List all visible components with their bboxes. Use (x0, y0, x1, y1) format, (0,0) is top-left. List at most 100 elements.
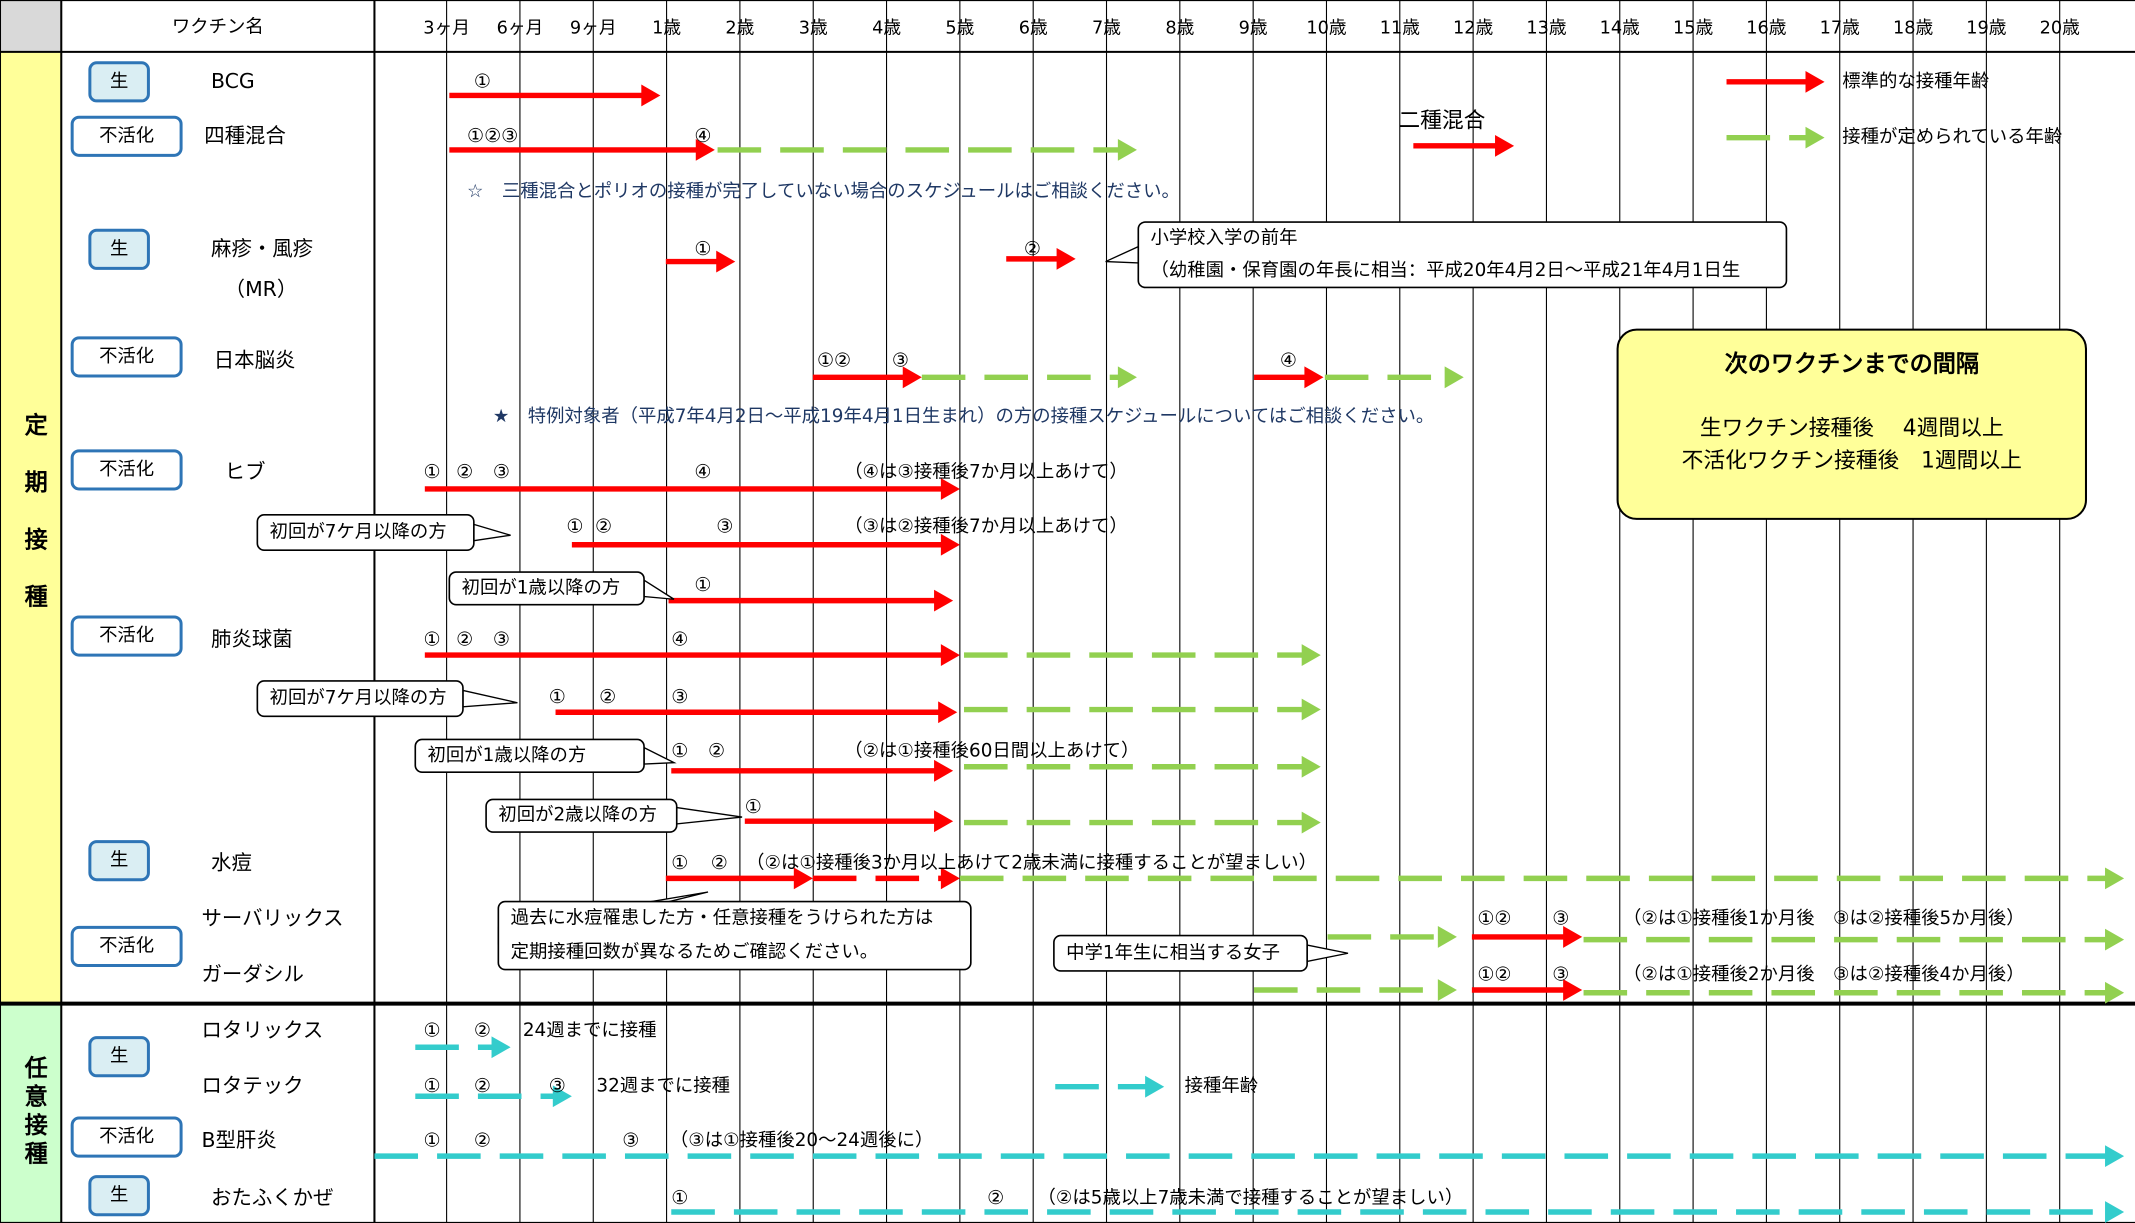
arrow-head (2105, 1145, 2125, 1168)
dose-number: ③ (1552, 908, 1569, 930)
badge-box (88, 1175, 150, 1217)
age-label: 16歳 (1746, 18, 1787, 39)
arrow-head (1117, 139, 1137, 161)
callout-text: （幼稚園・保育園の年長に相当：平成20年4月2日～平成21年4月1日生 (1151, 260, 1741, 281)
dose-number: ①② (1477, 964, 1511, 986)
badge-box (70, 1116, 183, 1158)
vaccine-name: ロタテック (202, 1074, 304, 1098)
callout-box (497, 900, 972, 971)
dose-number: ① (671, 1187, 688, 1209)
age-label: 14歳 (1600, 18, 1641, 39)
age-label: 9ヶ月 (570, 19, 617, 39)
vaccine-name: ロタリックス (202, 1018, 324, 1042)
badge: 生 (110, 238, 128, 259)
dose-number: ① (474, 70, 491, 92)
age-label: 3ヶ月 (423, 19, 470, 39)
section-label: 任意接種 (20, 1055, 49, 1170)
callout-box (485, 798, 678, 833)
vaccine-name: 肺炎球菌 (211, 627, 293, 651)
dose-number: ① (423, 629, 440, 651)
arrow-head (716, 250, 736, 273)
badge: 生 (110, 1185, 128, 1206)
note: （②は①接種後2か月後 ③は②接種後4か月後） (1623, 964, 2025, 985)
badge: 不活化 (99, 125, 154, 146)
age-label: 9歳 (1239, 18, 1268, 39)
arrow-head (793, 867, 813, 890)
arrow-head (940, 478, 960, 500)
dose-number: ① (671, 740, 688, 762)
dose-number: ① (423, 461, 440, 483)
dose-number: ④ (694, 461, 711, 483)
badge-box (70, 615, 183, 657)
interval-title: 次のワクチンまでの間隔 (1725, 351, 1979, 378)
arrow-head (1117, 366, 1137, 389)
age-label: 13歳 (1526, 18, 1567, 39)
note: （②は5歳以上7歳未満で接種することが望ましい） (1038, 1187, 1464, 1208)
dose-number: ① (566, 516, 583, 538)
arrow-head (2105, 928, 2125, 951)
badge-box (70, 336, 183, 378)
badge: 不活化 (99, 459, 154, 480)
arrow-head (1301, 644, 1321, 666)
age-label: 20歳 (2040, 18, 2081, 39)
dose-number: ① (549, 686, 566, 708)
dose-number: ① (423, 1019, 440, 1041)
dose-number: ② (987, 1187, 1004, 1209)
note: （③は②接種後7か月以上あけて） (844, 516, 1128, 537)
arrow-head (1563, 926, 1583, 948)
callout-text: 過去に水痘罹患した方・任意接種をうけられた方は (511, 908, 934, 929)
note: （②は①接種後3か月以上あけて2歳未満に接種することが望ましい） (746, 852, 1317, 873)
dose-number: ① (694, 238, 711, 260)
vaccine-name: BCG (211, 69, 255, 93)
callout-text: 初回が7ケ月以降の方 (270, 522, 447, 543)
arrow-head (1495, 134, 1515, 157)
age-label: 10歳 (1306, 18, 1347, 39)
age-label: 1歳 (652, 18, 681, 39)
dose-number: ② (1024, 238, 1041, 260)
dose-number: ① (671, 852, 688, 874)
age-label: 4歳 (872, 18, 901, 39)
legend-label: 標準的な接種年齢 (1842, 71, 1989, 92)
vaccine-name: おたふくかぜ (211, 1185, 333, 1209)
arrow-head (1805, 70, 1825, 93)
arrow-head (940, 644, 960, 666)
arrow-head (1437, 979, 1457, 1001)
age-label: 3歳 (799, 18, 828, 39)
legend-label: 接種が定められている年齢 (1842, 127, 2062, 148)
callout-box (1053, 934, 1308, 972)
dose-number: ③ (549, 1075, 566, 1097)
callout-box (414, 738, 645, 773)
arrow-head (1444, 366, 1464, 389)
dose-number: ①② (817, 349, 851, 371)
dose-number: ② (711, 852, 728, 874)
dose-number: ① (745, 796, 762, 818)
note: 24週までに接種 (523, 1020, 657, 1041)
header-label: ワクチン名 (172, 16, 264, 37)
callout-text: 初回が1歳以降の方 (428, 745, 587, 766)
callout-text: 初回が7ケ月以降の方 (270, 688, 447, 709)
age-label: 2歳 (725, 18, 754, 39)
age-label: 17歳 (1820, 18, 1861, 39)
note: 32週までに接種 (596, 1076, 730, 1097)
arrow-head (491, 1036, 511, 1059)
arrow-head (1145, 1075, 1165, 1098)
arrow-head (940, 867, 960, 890)
legend-label: 接種年齢 (1185, 1076, 1259, 1097)
age-label: 6歳 (1019, 18, 1048, 39)
dose-number: ④ (694, 125, 711, 147)
note: 二種混合 (1398, 108, 1485, 133)
vaccine-name: ヒブ (225, 460, 266, 484)
callout-box (448, 571, 645, 606)
age-label: 18歳 (1893, 18, 1934, 39)
dose-number: ③ (493, 629, 510, 651)
dose-number: ② (599, 686, 616, 708)
dose-number: ① (694, 574, 711, 596)
badge-box (70, 115, 183, 157)
arrow-head (695, 139, 715, 161)
badge: 生 (110, 850, 128, 871)
vaccine-name: B型肝炎 (202, 1128, 277, 1152)
note: （②は①接種後60日間以上あけて） (844, 741, 1139, 762)
